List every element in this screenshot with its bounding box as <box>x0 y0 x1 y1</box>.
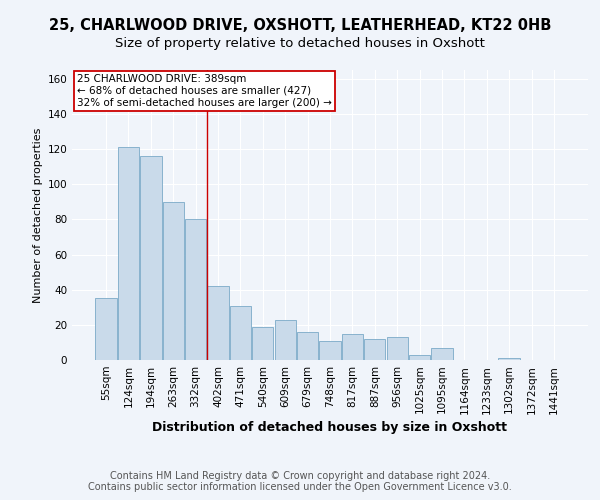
Bar <box>252 326 274 360</box>
Bar <box>230 306 251 360</box>
Bar <box>319 340 341 360</box>
Text: 25, CHARLWOOD DRIVE, OXSHOTT, LEATHERHEAD, KT22 0HB: 25, CHARLWOOD DRIVE, OXSHOTT, LEATHERHEA… <box>49 18 551 32</box>
Bar <box>386 337 408 360</box>
Bar <box>140 156 161 360</box>
Text: Contains HM Land Registry data © Crown copyright and database right 2024.
Contai: Contains HM Land Registry data © Crown c… <box>88 471 512 492</box>
Bar <box>95 298 117 360</box>
Bar <box>342 334 363 360</box>
Bar <box>275 320 296 360</box>
Bar <box>185 220 206 360</box>
Bar <box>297 332 318 360</box>
Bar <box>431 348 452 360</box>
Text: Size of property relative to detached houses in Oxshott: Size of property relative to detached ho… <box>115 38 485 51</box>
Bar <box>118 148 139 360</box>
Y-axis label: Number of detached properties: Number of detached properties <box>33 128 43 302</box>
Bar <box>409 354 430 360</box>
Bar <box>499 358 520 360</box>
Text: 25 CHARLWOOD DRIVE: 389sqm
← 68% of detached houses are smaller (427)
32% of sem: 25 CHARLWOOD DRIVE: 389sqm ← 68% of deta… <box>77 74 332 108</box>
Bar <box>163 202 184 360</box>
X-axis label: Distribution of detached houses by size in Oxshott: Distribution of detached houses by size … <box>152 420 508 434</box>
Bar <box>208 286 229 360</box>
Bar <box>364 339 385 360</box>
